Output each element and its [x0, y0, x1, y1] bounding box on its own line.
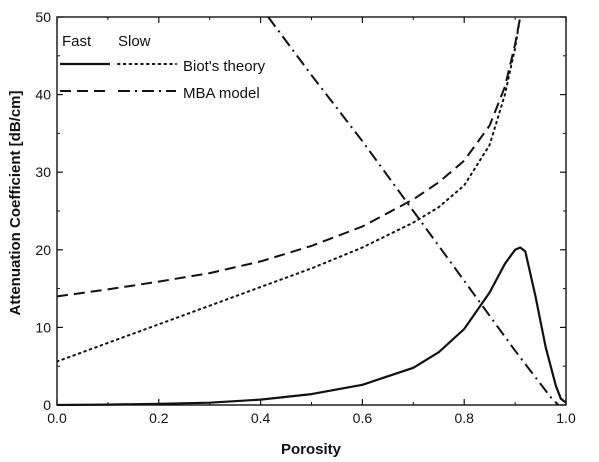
legend-label-mba: MBA model — [183, 85, 260, 102]
y-tick-label: 50 — [35, 9, 51, 25]
y-tick-label: 10 — [35, 319, 51, 335]
series-dashed-line — [57, 16, 522, 298]
y-tick-label: 20 — [35, 242, 51, 258]
legend-header-fast: Fast — [62, 33, 92, 50]
legend-header-slow: Slow — [118, 33, 151, 50]
x-tick-label: 0.0 — [47, 410, 67, 426]
y-tick-label: 40 — [35, 87, 51, 103]
x-axis-title: Porosity — [281, 441, 342, 458]
x-tick-label: 0.4 — [251, 410, 271, 426]
legend: Fast Slow Biot's theory MBA model — [60, 33, 266, 102]
y-tick-label: 0 — [43, 397, 51, 413]
x-tick-label: 0.2 — [149, 410, 169, 426]
x-tick-label: 0.8 — [454, 410, 474, 426]
series-layer — [57, 16, 566, 406]
y-tick-label: 30 — [35, 164, 51, 180]
axis-ticks: 0.0 0.2 0.4 0.6 0.8 1.0 0 10 20 30 40 50 — [35, 9, 576, 426]
x-tick-label: 0.6 — [353, 410, 373, 426]
legend-label-biot: Biot's theory — [183, 58, 266, 75]
series-solid-line — [57, 246, 566, 406]
series-dashdot-line — [267, 16, 560, 406]
series-dotted-line — [57, 16, 522, 363]
y-axis-title: Attenuation Coefficient [dB/cm] — [7, 91, 24, 316]
x-tick-label: 1.0 — [556, 410, 576, 426]
